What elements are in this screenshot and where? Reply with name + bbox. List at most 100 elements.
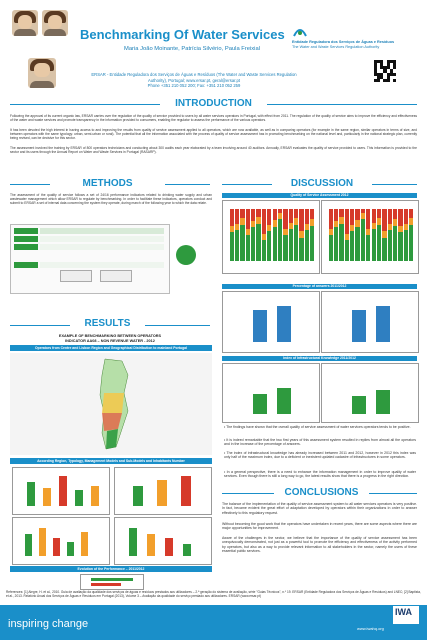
stacked-bar (333, 209, 339, 261)
bar (53, 538, 60, 556)
intro-paragraph-1: Following the approval of its current or… (10, 114, 417, 123)
bar-segment-poor (229, 209, 234, 227)
bar-segment-good (409, 224, 414, 261)
bar-segment-poor (304, 209, 310, 224)
bar (181, 476, 191, 506)
qr-cell (383, 60, 387, 64)
bar (39, 528, 46, 556)
bar (277, 388, 291, 414)
intro-paragraph-3: The assessment involved the training by … (10, 146, 417, 155)
bar (253, 310, 267, 342)
qr-cell (380, 63, 384, 67)
methods-diagram (10, 224, 170, 294)
bar-segment-poor (333, 209, 339, 221)
qr-code-icon (374, 60, 396, 82)
stacked-bar (398, 209, 403, 261)
methods-rule-right (165, 184, 210, 185)
iwa-website-link[interactable]: www.iwahq.org (357, 626, 384, 631)
diagram-box-a (60, 270, 92, 282)
diagram-header-2 (40, 228, 164, 234)
stacked-bar (310, 209, 315, 261)
stacked-bar (251, 209, 256, 261)
bar-segment-medium (339, 217, 344, 224)
stacked-bar (245, 209, 250, 261)
logo-line-2: The Water and Waste Services Regulation … (292, 44, 380, 49)
qr-cell (374, 75, 378, 79)
qr-cell (380, 69, 384, 73)
bar-segment-medium (283, 228, 288, 235)
qr-cell (377, 69, 381, 73)
bar-segment-good (393, 225, 398, 261)
authors: Maria João Moinante, Patrícia Silvério, … (124, 46, 260, 52)
stacked-bar (366, 209, 371, 261)
discussion-bullet: • In a general perspective, there is a n… (224, 470, 416, 479)
bar-segment-good (251, 227, 256, 261)
bar-segment-medium (267, 224, 272, 231)
infra-chart-wastewater (321, 363, 419, 423)
results-blue-bar-3-label: Evolution of the Performance – 2011/2012 (77, 567, 145, 571)
qr-cell (380, 78, 384, 82)
qr-cell (389, 66, 393, 70)
bar-segment-poor (403, 209, 409, 224)
qr-cell (374, 72, 378, 76)
qr-cell (377, 60, 381, 64)
bar (91, 578, 133, 581)
references: References: [1] Alegre, H. et al., 2010.… (6, 590, 421, 598)
bar-segment-good (333, 227, 339, 261)
bar-segment-poor (328, 209, 333, 229)
discussion-bullet: • The findings have shown that the overa… (224, 425, 411, 429)
qr-cell (392, 63, 396, 67)
bar-segment-good (344, 240, 349, 261)
diagram-header-1 (14, 228, 38, 234)
methods-text: The assessment of the quality of service… (10, 193, 212, 206)
results-subtitle-1: EXAMPLE OF BENCHMARKING BETWEEN OPERATOR… (58, 334, 162, 338)
results-blue-bar-1: Operators from Centre and Lisbon Region … (10, 345, 212, 351)
stacked-bar (328, 209, 333, 261)
answers-chart-wastewater (321, 291, 419, 353)
stacked-bar (261, 209, 267, 261)
results-chart-model (12, 517, 110, 565)
bar (129, 528, 137, 556)
slogan: inspiring change (8, 618, 89, 630)
qr-cell (386, 75, 390, 79)
phone-fax: Phone +351 210 052 200; Fax: +351 210 05… (147, 83, 241, 89)
stacked-bars (229, 209, 315, 261)
infra-chart-water (222, 363, 320, 423)
bar-segment-good (256, 223, 261, 261)
bar-segment-poor (393, 209, 398, 220)
intro-paragraph-2: It has been devoted the high interest in… (10, 128, 417, 141)
results-chart-inhabitants (114, 517, 212, 565)
bar-segment-medium (328, 228, 333, 235)
stacked-bars (328, 209, 414, 261)
diagram-row-1-cells (40, 236, 164, 242)
qr-cell (386, 60, 390, 64)
bar-segment-medium (350, 224, 355, 231)
stacked-bar (382, 209, 387, 261)
stacked-bar (256, 209, 261, 261)
methods-rule-left (10, 184, 50, 185)
bar-segment-medium (229, 226, 234, 233)
bar-segment-medium (403, 223, 409, 230)
diagram-row-2 (14, 244, 38, 250)
qr-cell (380, 75, 384, 79)
stacked-bar (277, 209, 283, 261)
qr-cell (386, 66, 390, 70)
bar-segment-poor (310, 209, 315, 220)
bar (91, 486, 99, 506)
qr-cell (389, 60, 393, 64)
bar-segment-poor (256, 209, 261, 218)
logo-line-1: Entidade Reguladora dos Serviços de Água… (292, 40, 395, 44)
bar (277, 306, 291, 342)
results-blue-bar-2: According Region, Typology, Management M… (10, 458, 212, 464)
affiliation-line-2: Authority), Portugal; www.ersar.pt, gera… (148, 77, 240, 83)
footer-bar (0, 605, 427, 640)
intro-heading: INTRODUCTION (175, 98, 252, 109)
qr-cell (389, 75, 393, 79)
discussion-panel-2-title: Percentage of answers 2011/2012 (292, 284, 347, 288)
stacked-bar (376, 209, 382, 261)
stacked-bar (344, 209, 349, 261)
bar-segment-good (294, 224, 299, 261)
bar-segment-medium (355, 220, 360, 227)
qr-cell (383, 75, 387, 79)
bar-segment-medium (299, 231, 304, 238)
